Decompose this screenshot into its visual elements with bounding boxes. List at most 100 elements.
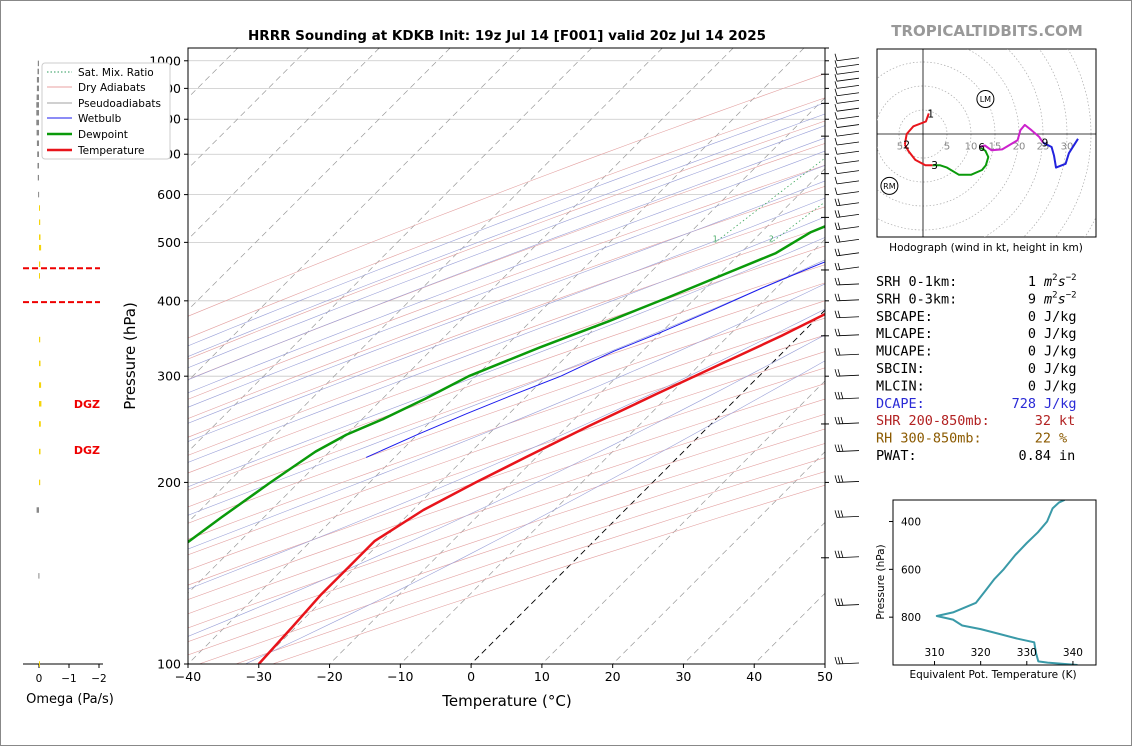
omega-bar	[39, 661, 40, 667]
wind-barb-staff	[836, 132, 860, 137]
wind-barb-flag	[834, 156, 838, 164]
x-tick-label: 50	[817, 669, 833, 684]
chart-title: HRRR Sounding at KDKB Init: 19z Jul 14 […	[248, 28, 766, 44]
wind-barb	[834, 129, 860, 137]
wind-barb	[834, 187, 860, 196]
wind-barb-flag	[837, 510, 841, 518]
wind-barb	[834, 60, 860, 68]
legend-entry-pseudoadiabats: Pseudoadiabats	[78, 98, 161, 110]
wind-barb	[834, 475, 860, 483]
wind-barb	[834, 328, 860, 337]
wind-barb-flag	[834, 53, 838, 61]
pseudoadiabat--8	[188, 125, 825, 369]
theta-e-y-tick-label: 600	[901, 564, 921, 576]
dry-adiabat--30	[188, 73, 825, 317]
wind-barb	[834, 416, 860, 425]
wind-barb-staff	[836, 283, 860, 286]
hodograph-height-label-3: 3	[931, 160, 938, 172]
index-label: PWAT:	[876, 448, 917, 464]
omega-bar	[36, 102, 39, 108]
wind-barb-flag	[834, 416, 838, 425]
omega-bar	[38, 573, 40, 579]
x-tick-label: −30	[246, 669, 272, 684]
wind-barb	[834, 137, 860, 146]
omega-bar	[37, 151, 39, 157]
omega-bar	[36, 77, 39, 83]
wind-barb-flag	[837, 210, 841, 218]
index-row: SBCAPE: 0 J/kg	[876, 309, 1077, 325]
wind-barb-flag	[834, 598, 838, 606]
wind-barb-flag	[834, 248, 838, 256]
dry-adiabat--20	[188, 97, 825, 339]
wind-barb-staff	[836, 214, 860, 218]
wind-barb-staff	[836, 180, 860, 185]
omega-bar	[37, 162, 39, 169]
wind-barb-flag	[837, 310, 841, 318]
wind-barb-staff	[836, 124, 860, 128]
hodograph-ring-label: 30	[1061, 141, 1074, 152]
x-tick-label: 20	[605, 669, 621, 684]
pseudoadiabat--4	[188, 137, 825, 381]
pseudoadiabat-12	[188, 197, 825, 442]
x-tick-label: 30	[675, 669, 691, 684]
wind-barb-flag	[834, 88, 838, 96]
omega-panel	[23, 60, 103, 668]
legend-entry-sat-mix-ratio: Sat. Mix. Ratio	[78, 67, 154, 79]
legend-entry-dry-adiabats: Dry Adiabats	[78, 82, 146, 94]
index-value: 0	[1028, 326, 1036, 342]
y-tick-label: 100	[157, 657, 181, 672]
index-label: SRH 0-3km:	[876, 291, 957, 307]
index-value: 22	[1035, 431, 1051, 447]
wind-barb-flag	[834, 81, 838, 89]
wetbulb-line	[365, 261, 825, 458]
hodograph-trace-segment	[903, 144, 933, 167]
wind-barb-staff	[836, 84, 860, 89]
wind-barb	[834, 510, 860, 518]
wind-barb-flag	[837, 475, 841, 483]
isotherm--70	[188, 48, 592, 453]
omega-bar	[36, 85, 39, 92]
index-value: 1	[1028, 274, 1036, 290]
wind-barb-staff	[836, 481, 860, 483]
wind-barb-staff	[836, 353, 860, 356]
dry-adiabat-0	[188, 143, 825, 380]
wind-barb	[834, 81, 860, 89]
wind-barb-staff	[836, 77, 860, 82]
theta-e-plot-area	[935, 500, 1078, 665]
index-value: 32	[1035, 413, 1051, 429]
legend-entry-dewpoint: Dewpoint	[78, 129, 128, 141]
wind-barb-flag	[834, 277, 838, 286]
wind-barb	[834, 120, 860, 128]
mixing-ratio-label-6: 6	[867, 234, 872, 243]
wind-barb	[834, 222, 860, 230]
theta-e-frame	[892, 499, 1097, 666]
wind-barb-flag	[837, 598, 841, 606]
pseudoadiabat-36	[188, 334, 825, 637]
wind-barb	[834, 277, 860, 286]
isotherm-30	[683, 521, 825, 664]
wind-barb-flag	[834, 74, 838, 82]
wind-barb	[834, 53, 860, 62]
wind-barb-flag	[837, 248, 841, 256]
pseudoadiabat-20	[188, 237, 825, 488]
isotherm--100	[188, 48, 380, 240]
y-tick-label: 600	[157, 187, 181, 202]
wind-barb	[834, 166, 860, 175]
dry-adiabat-30	[188, 206, 825, 438]
wind-barb-flag	[840, 550, 844, 558]
wind-barb	[834, 310, 860, 319]
index-value: 0	[1028, 309, 1036, 325]
wind-barb-flag	[834, 369, 838, 377]
index-row: MLCIN: 0 J/kg	[876, 378, 1077, 394]
wind-barb	[834, 112, 860, 120]
hodograph-ring-label: 10	[965, 141, 978, 152]
isotherm-20	[612, 451, 825, 664]
omega-tick-minus2: −2	[91, 673, 106, 685]
wind-barb-flag	[834, 166, 838, 174]
wind-barb-flag	[840, 416, 844, 425]
dgz-label-bottom: DGZ	[74, 444, 100, 457]
wind-barb-flag	[834, 475, 838, 483]
isotherm--40	[188, 48, 805, 664]
wind-barb	[834, 391, 860, 400]
